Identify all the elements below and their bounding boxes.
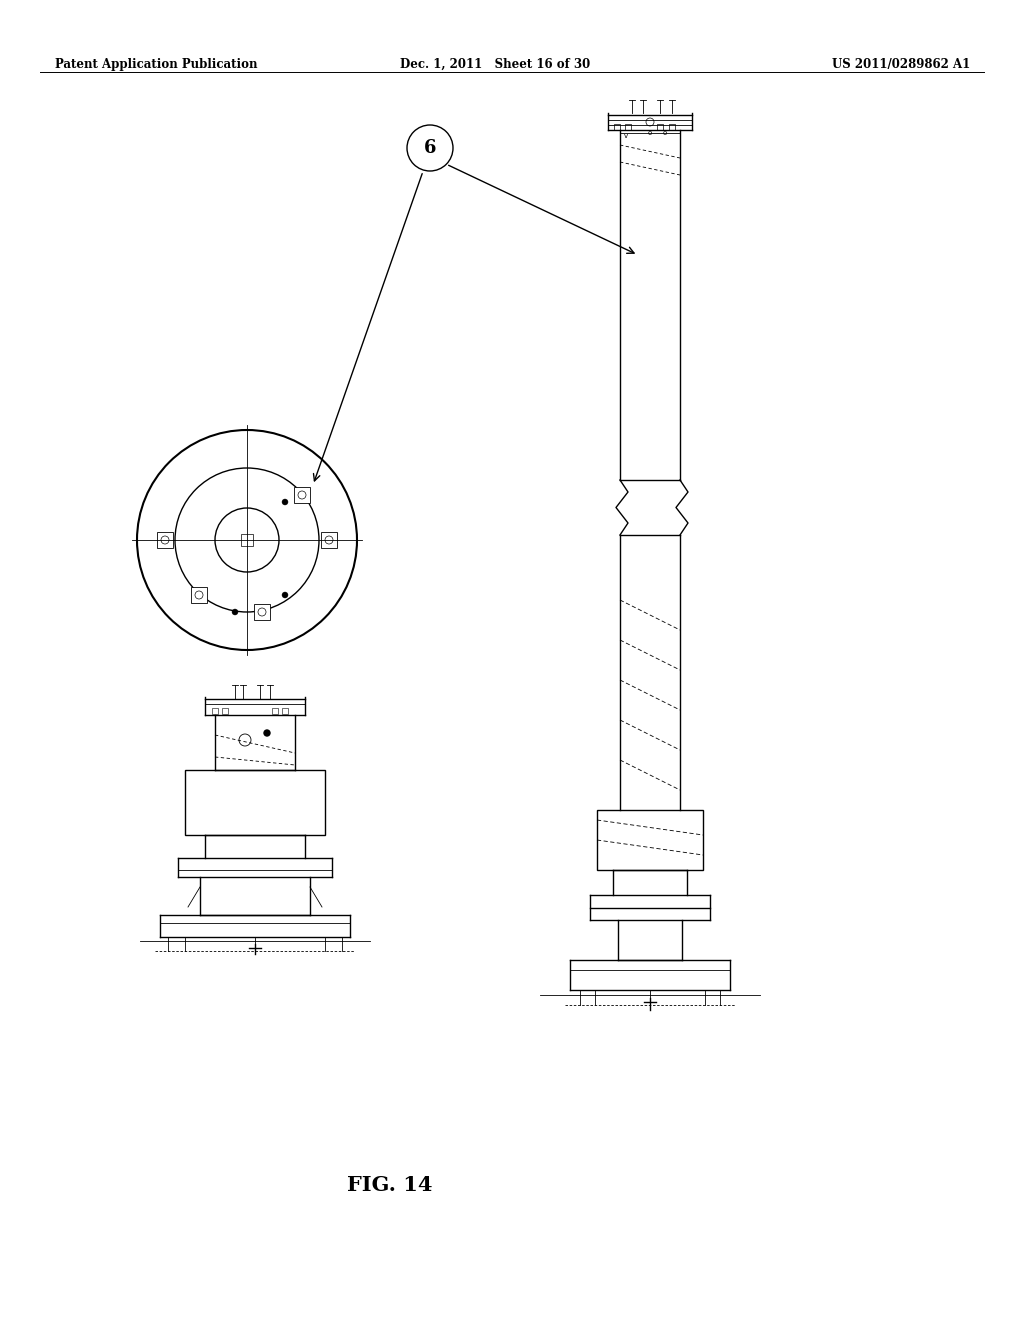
Text: o: o	[648, 129, 652, 136]
Text: Patent Application Publication: Patent Application Publication	[55, 58, 257, 71]
Bar	[321, 532, 337, 548]
Bar	[625, 124, 631, 129]
Bar	[185, 770, 325, 836]
Circle shape	[282, 591, 288, 598]
Bar	[272, 708, 278, 714]
Bar	[157, 532, 173, 548]
Circle shape	[232, 609, 238, 615]
Bar	[222, 708, 228, 714]
Bar	[669, 124, 675, 129]
Bar	[241, 535, 253, 546]
Text: FIG. 14: FIG. 14	[347, 1175, 433, 1195]
Bar	[294, 487, 310, 503]
Text: v: v	[624, 133, 628, 139]
Text: 6: 6	[424, 139, 436, 157]
Bar	[597, 810, 703, 870]
Bar	[657, 124, 663, 129]
Circle shape	[282, 499, 288, 506]
Bar	[191, 587, 207, 603]
Bar	[212, 708, 218, 714]
Text: Dec. 1, 2011   Sheet 16 of 30: Dec. 1, 2011 Sheet 16 of 30	[400, 58, 590, 71]
Text: o: o	[663, 129, 667, 136]
Text: US 2011/0289862 A1: US 2011/0289862 A1	[831, 58, 970, 71]
Bar	[254, 605, 270, 620]
Bar	[282, 708, 288, 714]
Bar	[614, 124, 620, 129]
Circle shape	[264, 730, 270, 737]
